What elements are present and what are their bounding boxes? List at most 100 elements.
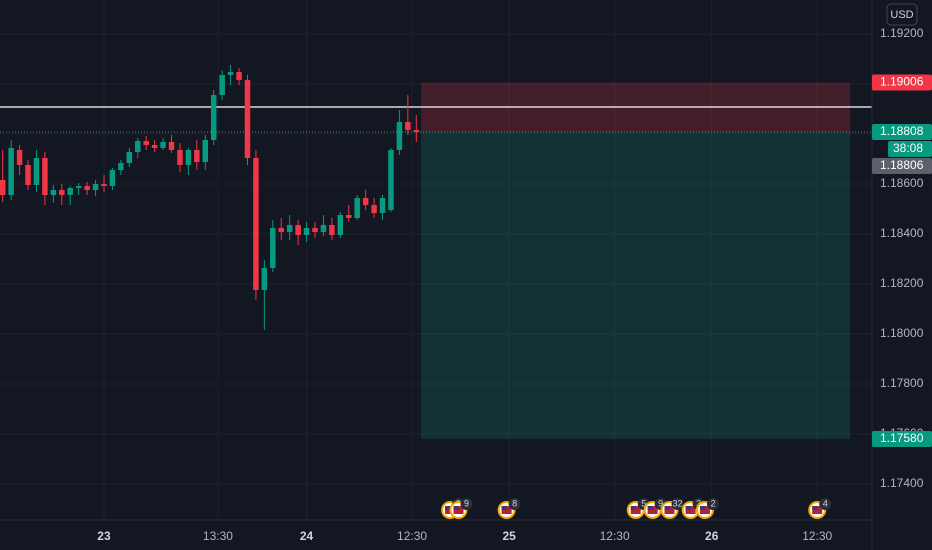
currency-label: USD	[890, 9, 913, 21]
price-tag-label: 1.17580	[880, 431, 924, 445]
candle-body	[236, 72, 242, 80]
event-flag-canton	[501, 506, 507, 510]
candle-body	[371, 205, 377, 213]
candle-body	[135, 141, 141, 152]
event-flag-canton	[699, 506, 705, 510]
price-tag	[872, 74, 932, 91]
candle-body	[67, 188, 73, 195]
y-tick-label: 1.18400	[880, 226, 924, 240]
candle-body	[227, 72, 234, 75]
event-marker[interactable]: 9	[449, 498, 473, 519]
candle-body	[42, 158, 48, 195]
event-badge	[706, 498, 719, 510]
event-count: 3	[696, 498, 701, 508]
price-tag	[872, 158, 932, 174]
candle-body	[320, 225, 327, 232]
candle-body	[50, 190, 57, 195]
candle-body	[312, 228, 318, 232]
y-tick-label: 1.19200	[880, 26, 924, 40]
candle-body	[354, 198, 360, 218]
x-tick-label: 23	[97, 529, 111, 543]
candle-body	[278, 228, 284, 232]
candle-body	[109, 170, 116, 186]
candle-body	[329, 225, 335, 235]
plot: 6985932324	[0, 65, 872, 519]
event-count: 8	[512, 498, 517, 508]
event-flag-canton	[453, 506, 459, 510]
event-count: 9	[464, 498, 469, 508]
candle-body	[101, 184, 107, 186]
candle-body	[8, 148, 14, 195]
event-count: 4	[823, 498, 828, 508]
candle-body	[177, 150, 183, 165]
y-tick-label: 1.18600	[880, 176, 924, 190]
candle-body	[143, 141, 149, 145]
candle-body	[160, 142, 166, 148]
x-tick-label: 12:30	[397, 529, 427, 543]
event-count: 2	[710, 498, 715, 508]
event-count: 5	[641, 498, 646, 508]
candle-body	[33, 158, 40, 185]
candle-body	[362, 198, 369, 205]
candle-body	[210, 95, 217, 140]
y-tick-label: 1.17400	[880, 476, 924, 490]
candle-body	[75, 186, 82, 188]
price-tag	[872, 431, 932, 447]
candle-body	[25, 165, 31, 185]
x-tick-label: 25	[502, 529, 516, 543]
event-marker[interactable]: 32	[660, 498, 684, 519]
event-badge	[508, 498, 521, 510]
candle-body	[261, 268, 268, 290]
price-tag-label: 1.19006	[880, 75, 924, 89]
candle-body	[244, 80, 251, 158]
event-badge	[671, 498, 684, 510]
event-count: 9	[658, 498, 663, 508]
event-marker[interactable]: 8	[497, 498, 521, 519]
candle-body	[346, 215, 352, 218]
candle-body	[16, 150, 23, 165]
candle-body	[396, 122, 403, 150]
price-tag-label: 1.18808	[880, 124, 924, 138]
candle-body	[92, 184, 99, 190]
candle-body	[303, 228, 310, 235]
event-flag-canton	[664, 506, 670, 510]
event-marker[interactable]: 2	[695, 498, 719, 519]
candle-body	[388, 150, 394, 210]
candle-body	[202, 140, 209, 162]
event-flag-canton	[812, 506, 818, 510]
event-badge	[460, 498, 473, 510]
y-tick-label: 1.17800	[880, 376, 924, 390]
candle-body	[379, 198, 386, 213]
candle-body	[270, 228, 276, 268]
candle-body	[286, 225, 293, 232]
y-tick-label: 1.18000	[880, 326, 924, 340]
event-marker[interactable]: 9	[643, 498, 667, 519]
price-tag	[872, 124, 932, 140]
event-marker[interactable]: 4	[808, 498, 832, 519]
event-flag-canton	[630, 506, 636, 510]
x-tick-label: 12:30	[802, 529, 832, 543]
candle-body	[118, 163, 124, 170]
candle-body	[84, 186, 90, 190]
candle-body	[253, 158, 259, 290]
event-count: 32	[673, 498, 683, 508]
candle-body	[295, 225, 301, 235]
x-tick-label: 26	[705, 529, 719, 543]
x-tick-label: 12:30	[600, 529, 630, 543]
candle-body	[0, 180, 6, 195]
event-flag-canton	[445, 506, 451, 510]
event-badge	[819, 498, 832, 510]
candle-body	[168, 142, 175, 150]
candle-body	[337, 215, 344, 235]
currency-button[interactable]	[886, 3, 918, 26]
target-zone	[421, 132, 851, 439]
candle-body	[219, 75, 225, 95]
event-flag-canton	[647, 506, 653, 510]
y-tick-label: 1.18200	[880, 276, 924, 290]
event-flag-canton	[685, 506, 691, 510]
candle-body	[185, 150, 192, 165]
price-tag-label: 1.18806	[880, 158, 924, 172]
grid	[0, 0, 872, 520]
countdown-tag	[888, 141, 932, 157]
